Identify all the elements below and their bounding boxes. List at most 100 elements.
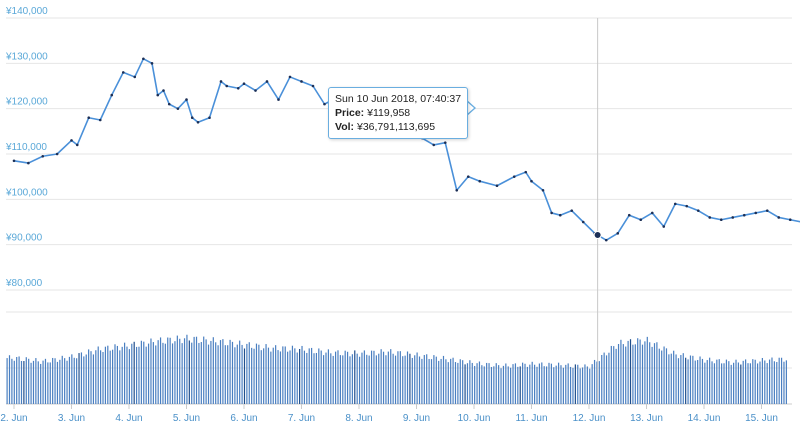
volume-bar — [637, 338, 639, 404]
volume-bar — [330, 353, 332, 404]
volume-bar — [109, 350, 111, 404]
volume-bar — [92, 354, 95, 404]
tooltip-vol-label: Vol: — [335, 121, 355, 133]
volume-bar — [128, 349, 130, 404]
price-line[interactable] — [13, 57, 800, 241]
volume-bar — [428, 358, 430, 404]
volume-bar — [716, 359, 718, 404]
volume-bar — [246, 343, 248, 404]
tooltip-price-row: Price: ¥119,958 — [335, 106, 461, 120]
volume-bar — [272, 347, 274, 404]
volume-bar — [450, 358, 452, 404]
volume-bar — [169, 337, 171, 404]
volume-bar — [639, 339, 641, 404]
volume-bar — [709, 357, 711, 404]
price-point — [300, 80, 303, 83]
volume-bar — [545, 366, 548, 404]
volume-bar — [186, 334, 188, 404]
y-tick-label: ¥140,000 — [5, 6, 48, 17]
volume-bar — [649, 342, 651, 404]
volume-bar — [613, 346, 615, 404]
volume-bar — [548, 362, 550, 404]
volume-bar — [100, 350, 102, 404]
volume-bar — [104, 346, 107, 404]
volume-bar — [423, 354, 425, 404]
volume-bar — [543, 366, 545, 404]
volume-bar — [231, 341, 234, 404]
volume-bar — [64, 358, 66, 404]
volume-bar — [593, 359, 596, 404]
volume-bar — [112, 349, 114, 404]
price-point — [673, 202, 677, 206]
volume-bar — [140, 340, 142, 404]
volume-bar — [677, 358, 680, 404]
x-tick-label: 10. Jun — [458, 413, 491, 424]
volume-bar — [397, 351, 399, 404]
volume-bar — [579, 368, 581, 404]
price-point — [478, 179, 482, 183]
volume-bar — [754, 359, 756, 404]
volume-bar — [706, 360, 708, 404]
volume-bar — [279, 351, 282, 404]
price-point — [208, 116, 211, 120]
price-point — [432, 143, 436, 147]
volume-bar — [183, 338, 186, 404]
volume-bar — [205, 339, 207, 404]
volume-bar — [219, 340, 222, 404]
volume-bar — [6, 358, 8, 404]
volume-bar — [152, 342, 154, 404]
volume-bar — [239, 340, 241, 404]
volume-bar — [596, 361, 598, 404]
x-tick-label: 3. Jun — [58, 413, 85, 424]
volume-bar — [212, 337, 214, 404]
price-point — [558, 213, 562, 217]
volume-bar — [745, 359, 747, 404]
volume-bar — [32, 360, 35, 404]
volume-bar — [181, 343, 183, 404]
price-point — [190, 116, 194, 120]
price-point — [754, 211, 758, 215]
volume-bar — [378, 353, 380, 404]
volume-bar — [147, 343, 150, 404]
price-series[interactable] — [12, 57, 800, 242]
volume-bar — [514, 363, 517, 404]
volume-bar — [76, 358, 78, 404]
volume-bar — [608, 352, 610, 404]
volume-bar — [207, 344, 210, 404]
volume-bar — [337, 350, 339, 404]
volume-bar — [8, 355, 11, 404]
volume-bar — [164, 343, 166, 404]
volume-bar — [768, 359, 771, 404]
volume-bar — [121, 346, 123, 404]
volume-bar — [721, 363, 723, 404]
volume-bar — [488, 363, 490, 404]
x-tick-label: 7. Jun — [288, 413, 315, 424]
volume-bar — [471, 362, 473, 404]
volume-bar — [332, 355, 334, 404]
price-point — [604, 238, 608, 242]
volume-bar — [308, 348, 310, 404]
volume-bar — [402, 356, 404, 404]
volume-bar — [392, 353, 394, 404]
volume-bar — [349, 356, 351, 404]
volume-bar — [243, 348, 246, 404]
volume-bar — [421, 358, 423, 404]
volume-bar — [522, 362, 524, 404]
volume-bar — [534, 364, 536, 404]
volume-bar — [598, 361, 600, 404]
price-point — [311, 84, 315, 88]
x-tick-label: 14. Jun — [688, 413, 721, 424]
price-point — [541, 188, 545, 192]
x-axis: 2. Jun 3. Jun 4. Jun 5. Jun 6. Jun 7. Jun 8. J… — [0, 404, 778, 424]
volume-bar — [200, 342, 202, 404]
volume-bar — [740, 364, 742, 404]
volume-bar — [500, 368, 502, 404]
volume-bar — [466, 363, 469, 404]
volume-bar — [785, 360, 787, 404]
price-point — [550, 211, 553, 215]
volume-bar — [452, 357, 454, 404]
volume-bar — [73, 357, 75, 404]
volume-bar — [486, 362, 488, 404]
volume-bar — [162, 342, 164, 404]
